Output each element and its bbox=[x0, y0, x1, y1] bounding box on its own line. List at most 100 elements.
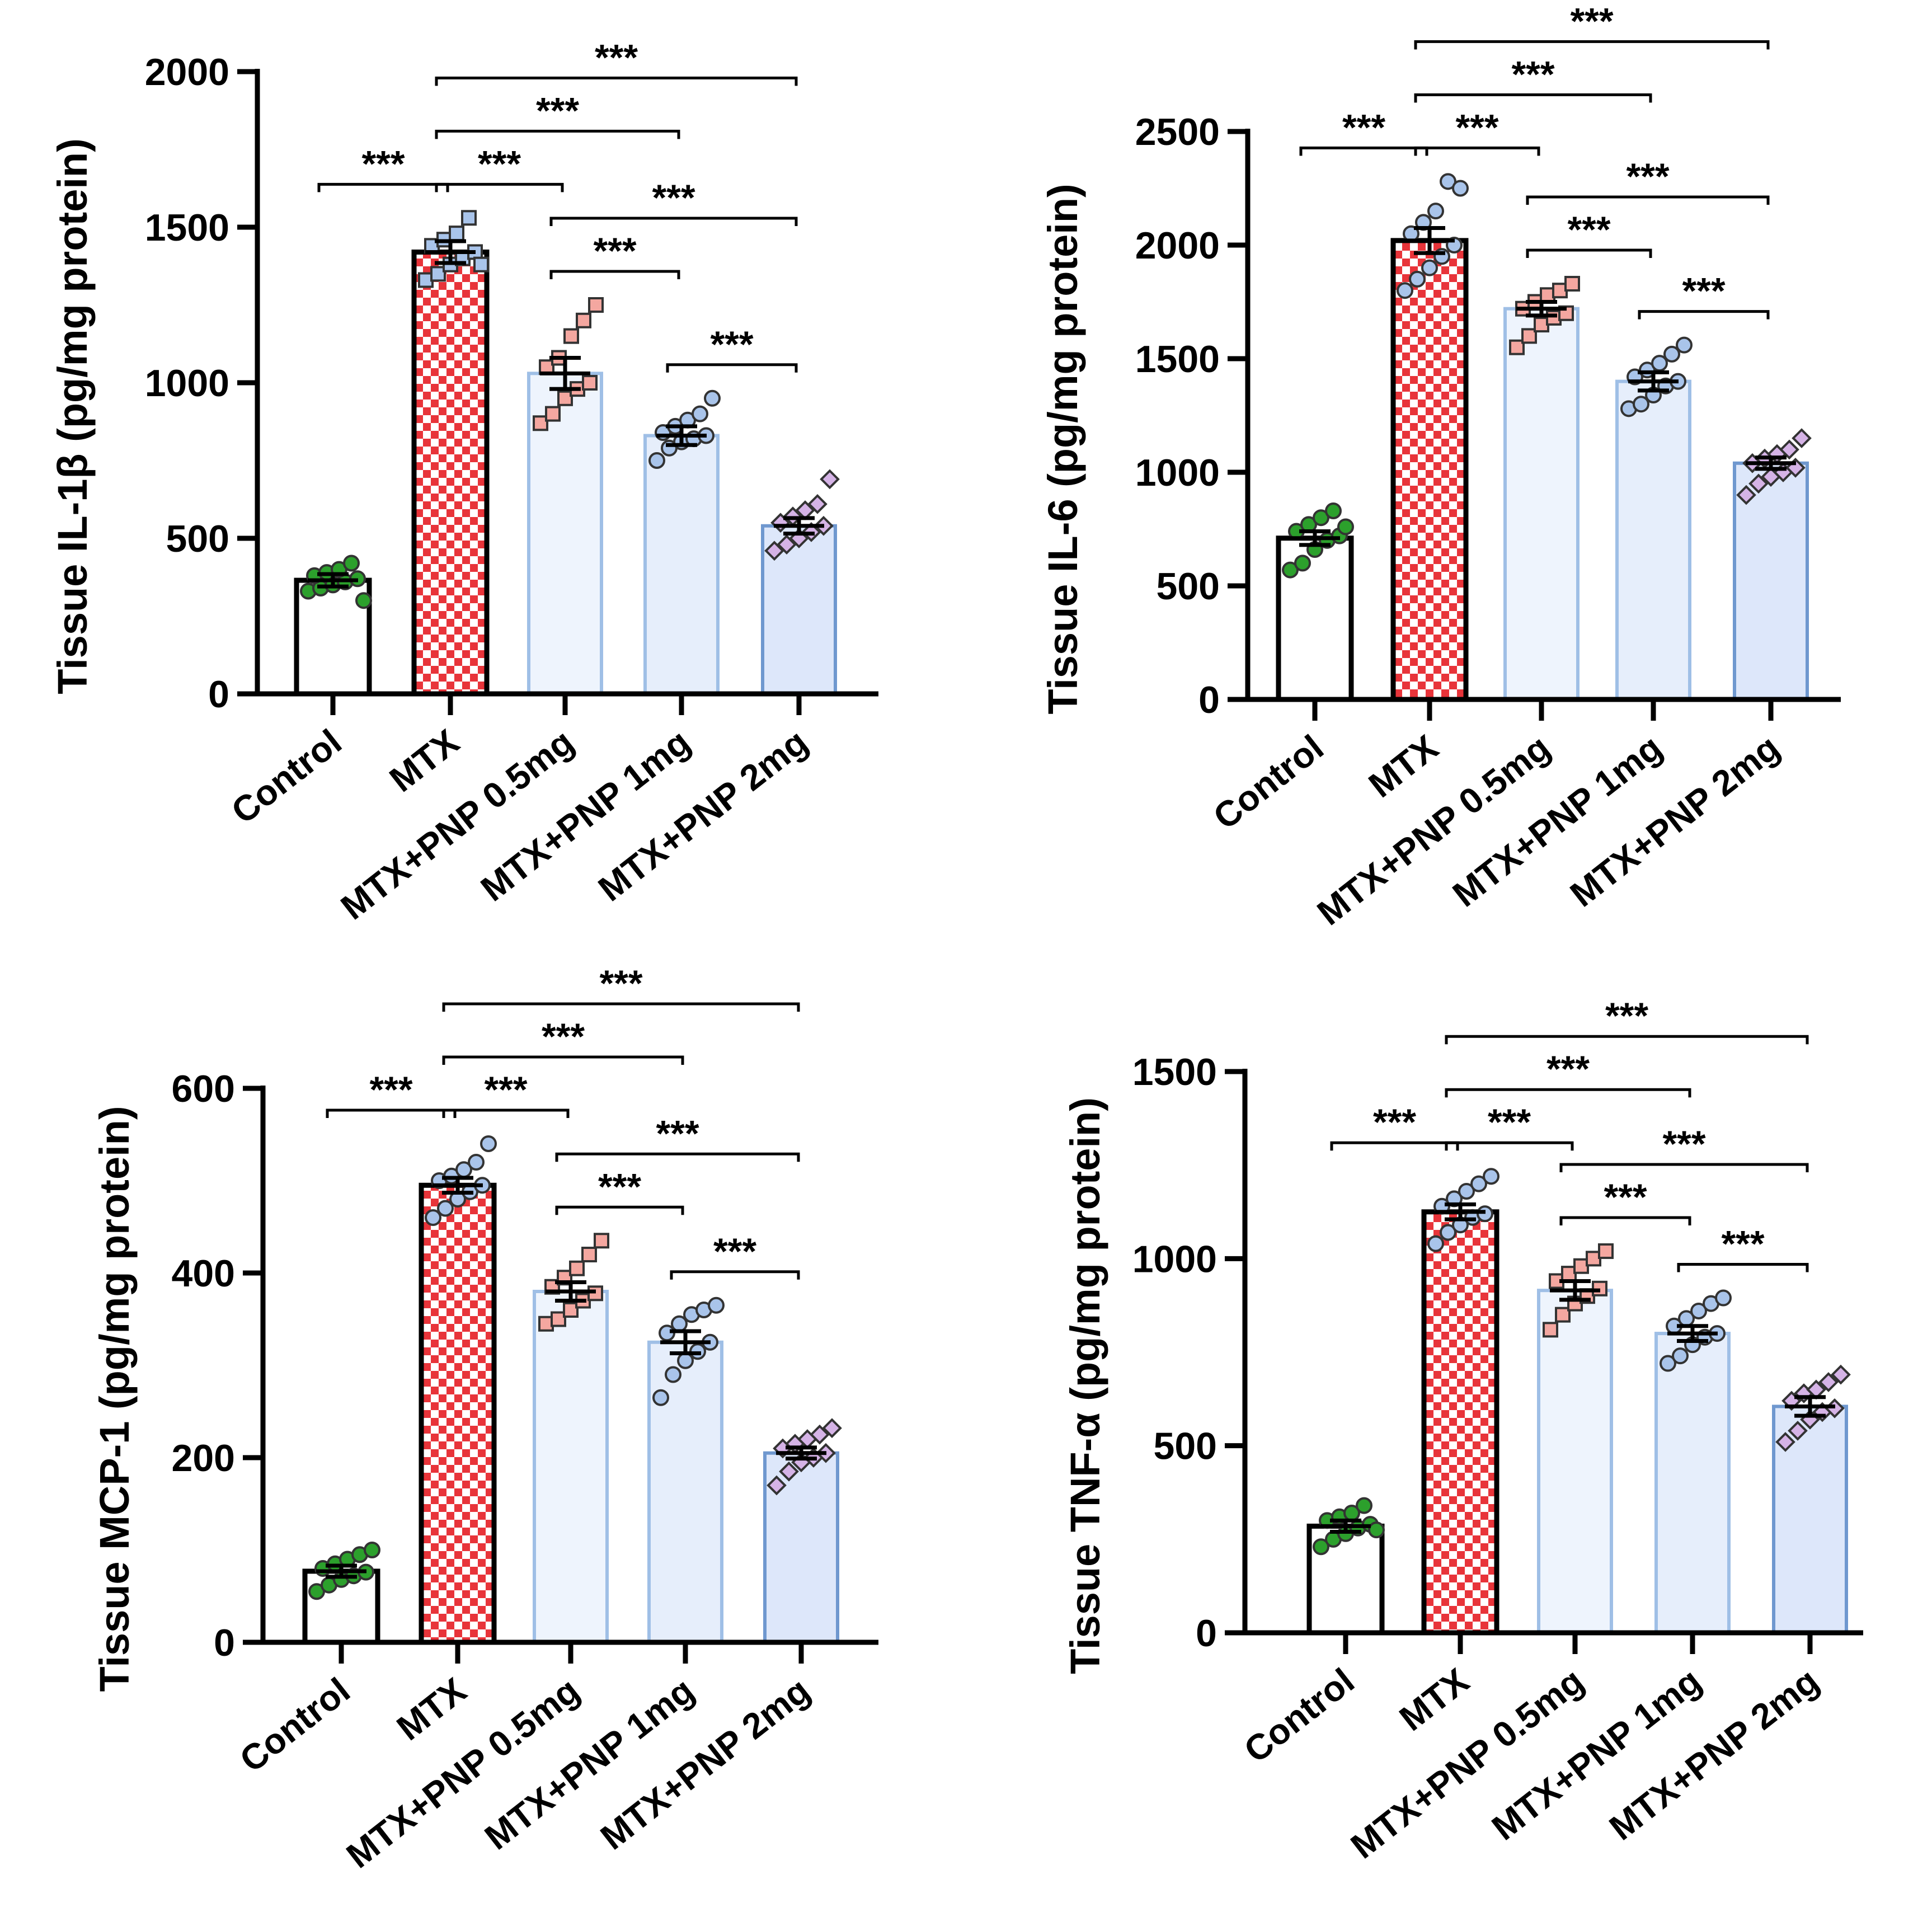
data-point-pnp-0-5mg bbox=[582, 375, 598, 391]
y-tick-label: 2000 bbox=[145, 51, 229, 93]
significance-label: *** bbox=[1604, 1176, 1647, 1218]
data-point-mtx bbox=[437, 1200, 454, 1217]
data-point-pnp-2mg bbox=[1779, 439, 1799, 460]
significance-bracket bbox=[1677, 1263, 1809, 1272]
data-point-pnp-1mg bbox=[1663, 345, 1680, 363]
significance-label: *** bbox=[542, 1016, 585, 1057]
x-tick-label-control: Control bbox=[1237, 1660, 1362, 1770]
significance-label: *** bbox=[1626, 156, 1669, 197]
significance-label: *** bbox=[1570, 0, 1613, 41]
significance-label: *** bbox=[1373, 1101, 1416, 1143]
bar-pnp-1mg bbox=[1654, 1332, 1731, 1634]
data-point-pnp-2mg bbox=[1748, 473, 1769, 494]
significance-label: *** bbox=[1511, 53, 1554, 95]
data-point-mtx bbox=[1483, 1168, 1499, 1185]
bar-pnp-0-5mg bbox=[1537, 1289, 1613, 1634]
significance-bracket bbox=[1445, 1088, 1691, 1098]
bar-pnp-1mg bbox=[1615, 379, 1691, 701]
y-tick-label: 2000 bbox=[1135, 224, 1220, 267]
bar-mtx bbox=[1390, 238, 1469, 702]
mcp1-chart: Tissue MCP-1 (pg/mg protein) 0 200 400 600 Co… bbox=[91, 962, 878, 1876]
data-point-control bbox=[1337, 518, 1354, 535]
bar-pnp-0-5mg bbox=[1503, 307, 1580, 701]
data-point-pnp-2mg bbox=[779, 1461, 799, 1482]
data-point-pnp-2mg bbox=[1775, 1432, 1795, 1452]
significance-bracket bbox=[1638, 310, 1770, 320]
data-point-mtx bbox=[1427, 203, 1444, 220]
significance-label: *** bbox=[1488, 1101, 1531, 1143]
data-point-pnp-2mg bbox=[807, 494, 828, 514]
y-tick-label: 1000 bbox=[1132, 1238, 1217, 1280]
data-point-mtx bbox=[1397, 282, 1413, 299]
data-point-pnp-2mg bbox=[1818, 1372, 1839, 1392]
data-point-pnp-2mg bbox=[777, 534, 797, 555]
x-tick-label-control: Control bbox=[232, 1670, 358, 1780]
data-point-pnp-1mg bbox=[1715, 1289, 1732, 1307]
x-tick-label-control: Control bbox=[1206, 727, 1331, 837]
data-point-mtx bbox=[1470, 1175, 1487, 1192]
data-point-pnp-0-5mg bbox=[588, 297, 604, 313]
data-point-control bbox=[1313, 509, 1329, 527]
data-point-mtx bbox=[425, 1209, 441, 1226]
y-tick-label: 1500 bbox=[1135, 338, 1220, 380]
bar-pnp-0-5mg bbox=[533, 1290, 609, 1644]
significance-label: *** bbox=[1605, 995, 1648, 1036]
data-point-control bbox=[343, 555, 360, 572]
significance-bracket bbox=[442, 1055, 684, 1065]
data-point-mtx bbox=[1440, 173, 1456, 190]
significance-bracket bbox=[435, 182, 564, 192]
data-point-pnp-1mg bbox=[704, 389, 721, 407]
significance-label: *** bbox=[1455, 106, 1498, 148]
significance-bracket bbox=[1299, 146, 1428, 156]
data-point-mtx bbox=[1427, 1235, 1444, 1252]
significance-label: *** bbox=[536, 90, 579, 131]
data-point-control bbox=[1368, 1521, 1385, 1539]
y-tick-label: 0 bbox=[208, 673, 229, 716]
data-point-pnp-0-5mg bbox=[581, 1247, 597, 1262]
data-point-pnp-0-5mg bbox=[563, 328, 579, 344]
significance-label: *** bbox=[713, 1230, 756, 1272]
data-point-mtx bbox=[480, 1135, 497, 1152]
data-point-pnp-0-5mg bbox=[1555, 1307, 1571, 1323]
significance-bracket bbox=[1445, 1141, 1574, 1151]
bar-mtx bbox=[411, 249, 490, 697]
y-tick-label: 0 bbox=[214, 1622, 235, 1664]
significance-bracket bbox=[549, 270, 680, 279]
x-tick-label-pnp-1mg: MTX+PNP 1mg bbox=[477, 1670, 702, 1857]
data-point-pnp-1mg bbox=[1633, 396, 1649, 413]
data-point-pnp-0-5mg bbox=[557, 390, 573, 406]
significance-bracket bbox=[1330, 1141, 1459, 1151]
data-point-pnp-0-5mg bbox=[545, 406, 561, 422]
x-tick-label-pnp-2mg: MTX+PNP 2mg bbox=[1563, 727, 1787, 914]
data-point-pnp-1mg bbox=[1660, 1355, 1676, 1372]
data-point-pnp-1mg bbox=[1672, 1347, 1689, 1365]
y-axis-label: Tissue TNF-α (pg/mg protein) bbox=[1062, 1097, 1108, 1674]
bar-mtx bbox=[419, 1182, 497, 1645]
x-tick-label-mtx: MTX bbox=[389, 1670, 474, 1748]
data-point-control bbox=[1313, 1538, 1329, 1556]
significance-bracket bbox=[1445, 1035, 1809, 1045]
significance-bracket bbox=[442, 1002, 800, 1012]
significance-bracket bbox=[435, 129, 680, 139]
significance-label: *** bbox=[1546, 1048, 1590, 1089]
x-tick-label-mtx: MTX bbox=[382, 721, 467, 800]
data-point-pnp-0-5mg bbox=[594, 1233, 609, 1249]
x-tick-label-pnp-2mg: MTX+PNP 2mg bbox=[593, 1670, 817, 1857]
significance-label: *** bbox=[593, 230, 636, 271]
y-tick-label: 200 bbox=[172, 1437, 235, 1479]
data-point-pnp-2mg bbox=[822, 1418, 842, 1439]
y-axis-label: Tissue IL-6 (pg/mg protein) bbox=[1040, 184, 1086, 714]
significance-label: *** bbox=[1721, 1223, 1764, 1265]
data-point-mtx bbox=[1440, 1224, 1456, 1241]
data-point-pnp-1mg bbox=[692, 405, 708, 422]
data-point-pnp-1mg bbox=[708, 1296, 725, 1314]
data-point-pnp-0-5mg bbox=[1564, 276, 1580, 292]
x-tick-label-control: Control bbox=[224, 721, 349, 832]
y-tick-label: 500 bbox=[1154, 1425, 1217, 1468]
data-point-control bbox=[1356, 1497, 1372, 1514]
data-point-pnp-1mg bbox=[665, 1366, 681, 1383]
significance-label: *** bbox=[652, 177, 695, 218]
data-point-pnp-2mg bbox=[820, 469, 840, 490]
il1b-chart: Tissue IL-1β (pg/mg protein) 0 500 1000 1500… bbox=[49, 36, 878, 927]
